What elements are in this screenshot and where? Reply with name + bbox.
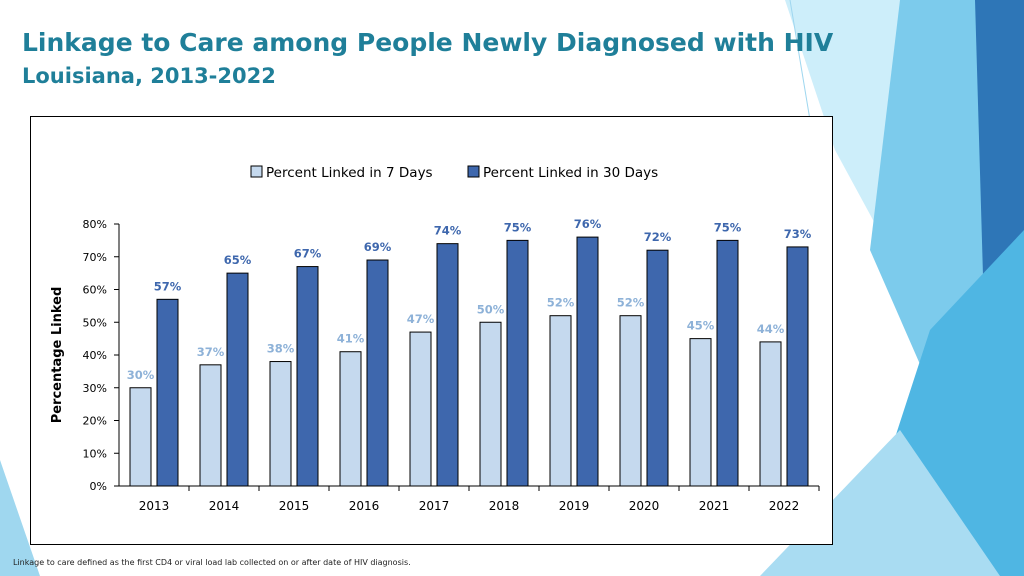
legend-label-30-day: Percent Linked in 30 Days [483, 165, 658, 181]
data-label-7-day: 37% [197, 345, 225, 359]
bar-30-day [716, 239, 739, 487]
y-tick-label: 0% [90, 480, 107, 493]
data-label-7-day: 52% [617, 296, 645, 310]
y-tick-label: 20% [83, 415, 107, 428]
deco-line [789, 0, 811, 121]
bar-30-day [226, 272, 249, 487]
x-tick-label: 2022 [769, 499, 800, 513]
bar-7-day [269, 361, 292, 487]
data-label-7-day: 45% [687, 319, 715, 333]
legend-swatch-30-day [467, 165, 480, 178]
data-label-30-day: 75% [504, 220, 532, 234]
bar-30-day [506, 239, 529, 487]
data-label-7-day: 41% [337, 332, 365, 346]
bar-7-day [619, 315, 642, 487]
y-tick-label: 80% [83, 218, 107, 231]
data-label-30-day: 75% [714, 220, 742, 234]
bar-7-day [199, 364, 222, 487]
y-tick-label: 50% [83, 316, 107, 329]
footnote: Linkage to care defined as the first CD4… [13, 558, 411, 567]
x-tick-label: 2015 [279, 499, 310, 513]
data-label-30-day: 76% [574, 217, 602, 231]
data-label-30-day: 72% [644, 230, 672, 244]
x-tick-label: 2019 [559, 499, 590, 513]
bar-30-day [296, 266, 319, 487]
data-label-7-day: 50% [477, 302, 505, 316]
data-label-30-day: 57% [154, 279, 182, 293]
deco-shape-bottom-left [0, 460, 40, 576]
x-tick-label: 2021 [699, 499, 730, 513]
data-label-30-day: 69% [364, 240, 392, 254]
y-tick-label: 60% [83, 284, 107, 297]
bar-7-day [129, 387, 152, 487]
bar-30-day [156, 298, 179, 487]
legend-label-7-day: Percent Linked in 7 Days [266, 165, 433, 181]
bar-7-day [759, 341, 782, 487]
bar-30-day [786, 246, 809, 487]
data-label-7-day: 44% [757, 322, 785, 336]
data-label-30-day: 67% [294, 247, 322, 261]
slide-title: Linkage to Care among People Newly Diagn… [22, 28, 834, 57]
x-tick-label: 2014 [209, 499, 240, 513]
bar-chart: 0% 10% 20% 30% 40% 50% 60% 70% 80% Percentage Lin… [50, 165, 820, 513]
data-label-30-day: 74% [434, 224, 462, 238]
bar-7-day [339, 351, 362, 487]
x-tick-label: 2018 [489, 499, 520, 513]
bar-7-day [479, 321, 502, 487]
bar-30-day [576, 236, 599, 487]
x-tick-label: 2013 [139, 499, 170, 513]
data-label-7-day: 38% [267, 342, 295, 356]
bar-30-day [646, 249, 669, 487]
x-tick-label: 2016 [349, 499, 380, 513]
bar-7-day [409, 331, 432, 487]
data-label-30-day: 65% [224, 253, 252, 267]
data-label-7-day: 47% [407, 312, 435, 326]
data-label-7-day: 52% [547, 296, 575, 310]
bar-30-day [436, 243, 459, 487]
bar-30-day [366, 259, 389, 487]
y-tick-label: 70% [83, 251, 107, 264]
bar-7-day [549, 315, 572, 487]
slide-subtitle: Louisiana, 2013-2022 [22, 64, 276, 88]
x-tick-label: 2017 [419, 499, 450, 513]
bar-7-day [689, 338, 712, 487]
y-tick-label: 40% [83, 349, 107, 362]
legend-swatch-7-day [250, 165, 263, 178]
data-label-30-day: 73% [784, 227, 812, 241]
data-label-7-day: 30% [127, 368, 155, 382]
x-tick-label: 2020 [629, 499, 660, 513]
y-tick-label: 30% [83, 382, 107, 395]
chart-frame: 0% 10% 20% 30% 40% 50% 60% 70% 80% Percentage Lin… [30, 116, 833, 545]
y-tick-label: 10% [83, 447, 107, 460]
y-axis-title: Percentage Linked [50, 287, 65, 424]
